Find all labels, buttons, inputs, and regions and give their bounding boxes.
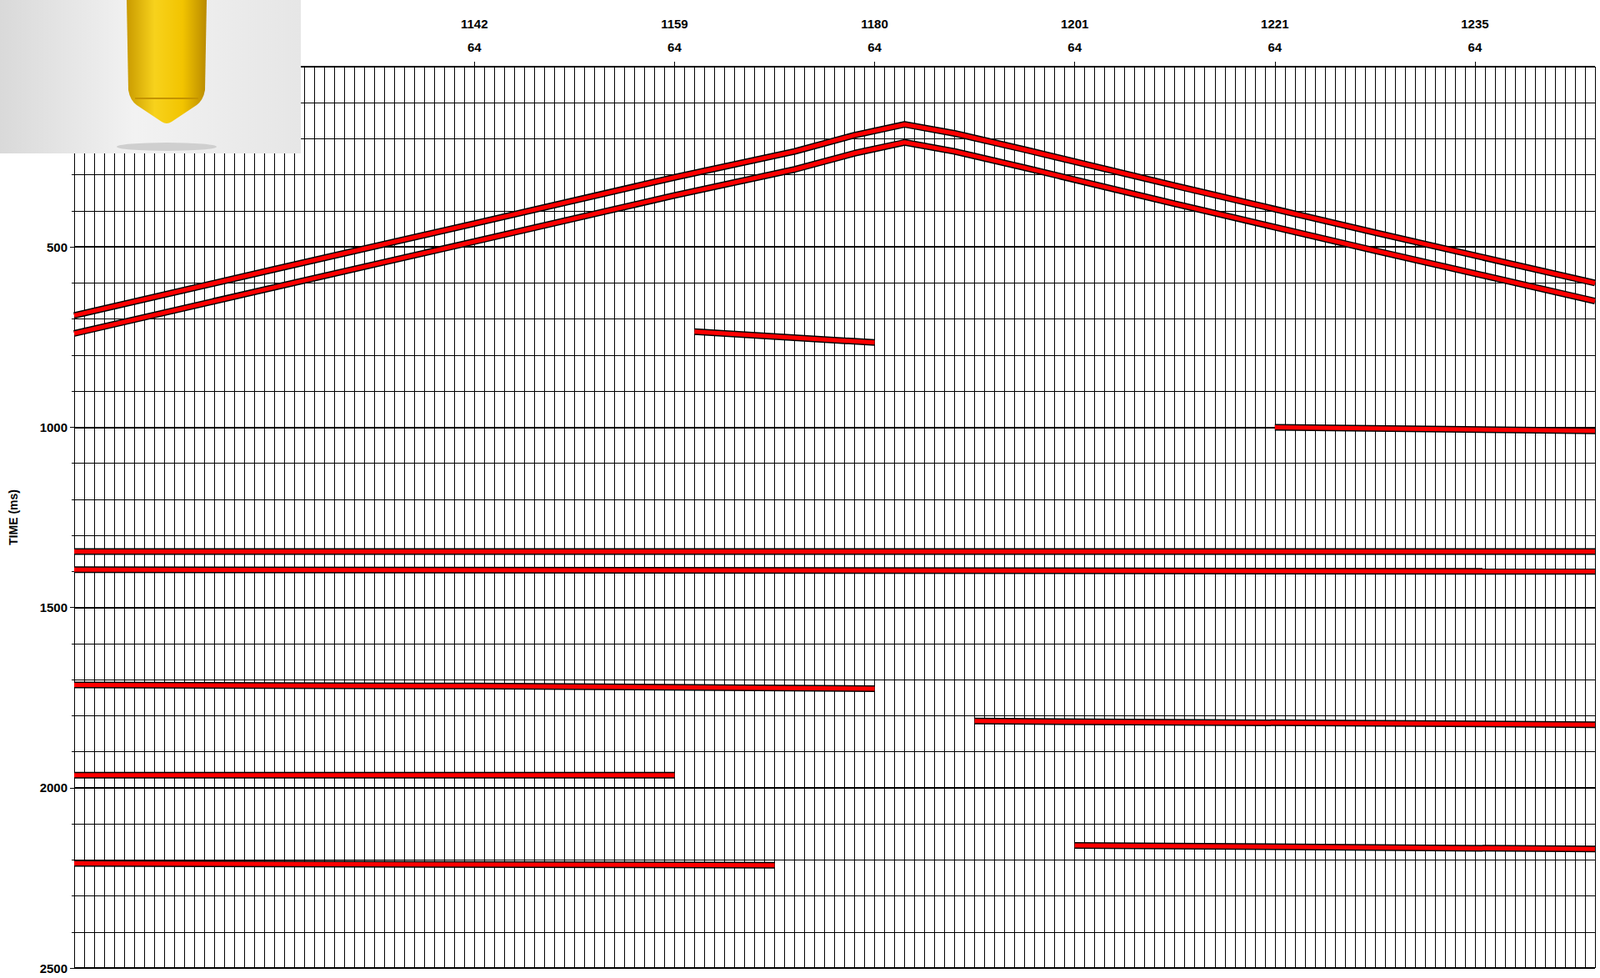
svg-text:1201: 1201 (1060, 16, 1089, 31)
svg-text:500: 500 (46, 240, 68, 255)
svg-text:1500: 1500 (40, 600, 68, 615)
svg-text:1159: 1159 (660, 16, 689, 31)
svg-text:1142: 1142 (460, 16, 489, 31)
svg-text:2000: 2000 (40, 780, 68, 795)
svg-text:64: 64 (1067, 40, 1082, 55)
svg-text:1180: 1180 (860, 16, 889, 31)
svg-text:1000: 1000 (40, 420, 68, 435)
svg-text:64: 64 (467, 40, 482, 55)
svg-text:TIME (ms): TIME (ms) (6, 489, 20, 545)
svg-text:64: 64 (1267, 40, 1282, 55)
svg-text:1221: 1221 (1260, 16, 1289, 31)
svg-text:64: 64 (667, 40, 682, 55)
svg-text:64: 64 (1468, 40, 1483, 55)
svg-text:1235: 1235 (1460, 16, 1489, 31)
svg-text:64: 64 (867, 40, 882, 55)
svg-text:2500: 2500 (40, 960, 68, 975)
